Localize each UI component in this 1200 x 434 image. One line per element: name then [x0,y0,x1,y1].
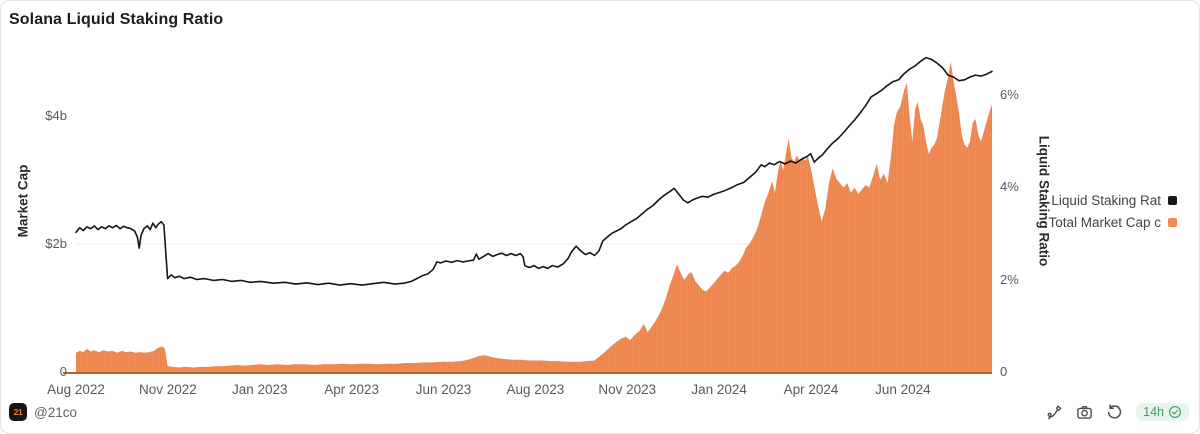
left-axis-tick: 0 [59,364,67,379]
attribution: 21 @21co [9,403,77,421]
right-axis-tick: 0 [1000,364,1008,379]
legend-item-total-market-cap[interactable]: Total Market Cap c [1048,213,1177,232]
reset-icon[interactable] [1106,403,1123,421]
21co-logo[interactable]: 21 [9,403,27,421]
x-axis-tick: Jan 2024 [691,382,747,397]
legend-label: Total Market Cap c [1048,215,1161,230]
footer-toolbar: 14h [1046,403,1189,421]
legend-label: Liquid Staking Rat [1051,193,1161,208]
author-handle[interactable]: @21co [34,404,77,420]
x-axis-tick: Jun 2024 [875,382,931,397]
camera-icon[interactable] [1076,404,1093,421]
freshness-text: 14h [1143,405,1164,419]
footer: 21 @21co [1,398,1199,426]
legend: Liquid Staking Rat Total Market Cap c [1048,191,1177,232]
x-axis-tick: Apr 2024 [783,382,839,397]
draw-icon[interactable] [1046,404,1063,421]
right-axis-tick: 2% [1000,271,1019,287]
chart-title: Solana Liquid Staking Ratio [9,11,224,28]
legend-item-liquid-staking-ratio[interactable]: Liquid Staking Rat [1051,191,1177,210]
left-axis-tick: $2b [45,235,67,251]
x-axis-tick: Nov 2023 [598,382,657,397]
x-axis-tick: Jan 2023 [231,382,288,397]
x-axis-tick: Apr 2023 [324,382,380,397]
x-axis-tick: Aug 2023 [506,382,565,397]
legend-marker [1168,218,1177,227]
right-axis-tick: 6% [1000,86,1019,102]
x-axis-tick: Jun 2023 [415,382,472,397]
right-axis-tick: 4% [1000,179,1019,195]
left-axis-tick: $4b [45,107,67,123]
x-axis-tick: Aug 2022 [47,382,105,397]
check-circle-icon [1169,406,1181,418]
x-axis-tick: Nov 2022 [138,382,197,397]
freshness-badge[interactable]: 14h [1136,403,1189,421]
legend-marker [1168,196,1177,205]
left-axis-title: Market Cap [15,164,31,238]
